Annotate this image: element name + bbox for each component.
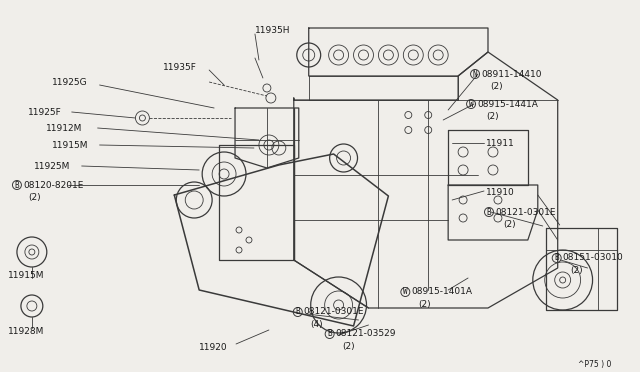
Text: (2): (2) xyxy=(503,219,516,228)
Text: (2): (2) xyxy=(419,299,431,308)
Text: 11935F: 11935F xyxy=(163,62,197,71)
Text: 08121-0301E: 08121-0301E xyxy=(495,208,556,217)
Text: B: B xyxy=(15,180,19,189)
Text: 08121-03529: 08121-03529 xyxy=(335,330,396,339)
Text: (2): (2) xyxy=(486,112,499,121)
Text: B: B xyxy=(554,253,559,263)
Text: N: N xyxy=(473,70,477,78)
Text: W: W xyxy=(403,288,408,296)
Text: 11925G: 11925G xyxy=(52,77,88,87)
Text: W: W xyxy=(468,99,474,109)
Text: (2): (2) xyxy=(571,266,583,275)
Text: 08915-1441A: 08915-1441A xyxy=(477,99,538,109)
Text: (2): (2) xyxy=(342,341,355,350)
Text: B: B xyxy=(296,308,300,317)
Text: (2): (2) xyxy=(28,192,40,202)
Text: 08151-03010: 08151-03010 xyxy=(563,253,623,263)
Text: 11935H: 11935H xyxy=(255,26,291,35)
Text: 11911: 11911 xyxy=(486,138,515,148)
Text: 11925F: 11925F xyxy=(28,108,61,116)
Text: 08915-1401A: 08915-1401A xyxy=(412,288,472,296)
Text: 11920: 11920 xyxy=(199,343,228,353)
Text: B: B xyxy=(327,330,332,339)
Text: 08120-8201E: 08120-8201E xyxy=(23,180,83,189)
Text: 11925M: 11925M xyxy=(34,161,70,170)
Text: (4): (4) xyxy=(311,320,323,328)
Text: 08911-14410: 08911-14410 xyxy=(481,70,541,78)
Text: 11915M: 11915M xyxy=(8,270,44,279)
Text: 08121-0301E: 08121-0301E xyxy=(304,308,364,317)
Text: 11912M: 11912M xyxy=(46,124,82,132)
Text: 11928M: 11928M xyxy=(8,327,44,337)
Text: B: B xyxy=(486,208,492,217)
Text: 11915M: 11915M xyxy=(52,141,88,150)
Text: 11910: 11910 xyxy=(486,187,515,196)
Text: (2): (2) xyxy=(490,81,502,90)
Text: ^P75 ) 0: ^P75 ) 0 xyxy=(578,359,611,369)
